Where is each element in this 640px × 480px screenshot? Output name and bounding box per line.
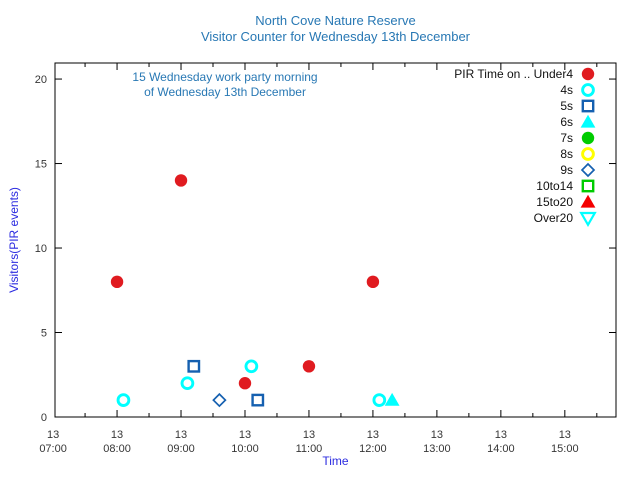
- x-tick-date: 13: [431, 429, 443, 441]
- legend-label-8s: 8s: [560, 147, 573, 161]
- x-tick-time: 07:00: [39, 443, 67, 455]
- legend-label-Under4: PIR Time on .. Under4: [454, 67, 573, 81]
- legend-marker-10to14: [581, 179, 595, 193]
- data-points: [110, 174, 400, 408]
- x-tick-time: 11:00: [296, 443, 323, 455]
- y-tick-label: 5: [41, 328, 47, 340]
- annotation-line1: 15 Wednesday work party morning: [132, 70, 318, 84]
- annotation-line2: of Wednesday 13th December: [144, 85, 306, 99]
- legend-marker-7s: [581, 131, 595, 145]
- x-tick-date: 13: [47, 429, 59, 441]
- plot-border: [54, 62, 617, 418]
- axis-ticks: [55, 63, 616, 418]
- point-6s: [384, 392, 400, 406]
- x-tick-date: 13: [239, 429, 251, 441]
- point-4s: [372, 393, 387, 407]
- point-4s: [244, 359, 259, 374]
- y-tick-label: 0: [41, 412, 47, 424]
- y-tick-label: 15: [35, 159, 47, 171]
- y-tick-label: 20: [35, 74, 47, 86]
- point-Under4: [238, 377, 252, 390]
- legend-label-15to20: 15to20: [536, 195, 573, 209]
- legend-label-4s: 4s: [560, 83, 573, 97]
- point-5s: [251, 393, 265, 407]
- x-axis-title: Time: [322, 454, 349, 468]
- x-tick-date: 13: [111, 429, 123, 441]
- plot-annotation: 15 Wednesday work party morning of Wedne…: [55, 70, 395, 100]
- point-Under4: [302, 360, 316, 373]
- chart-title-line1: North Cove Nature Reserve: [255, 13, 416, 28]
- legend-marker-8s: [581, 147, 595, 161]
- point-Under4: [366, 275, 380, 289]
- legend-label-7s: 7s: [560, 131, 573, 145]
- point-9s: [212, 392, 227, 408]
- chart-title: North Cove Nature Reserve Visitor Counte…: [55, 13, 616, 45]
- point-Under4: [174, 174, 188, 187]
- x-tick-labels: 13 07:00 13 08:00 13 09:00 13 10:00 13 11:00 13 12:…: [39, 429, 578, 455]
- chart-title-line2: Visitor Counter for Wednesday 13th Decem…: [200, 29, 471, 44]
- legend-label-6s: 6s: [560, 115, 573, 129]
- legend-marker-6s: [580, 114, 596, 128]
- legend-marker-15to20: [580, 194, 596, 208]
- legend-marker-5s: [581, 99, 595, 113]
- legend: PIR Time on .. Under4 4s 5s 6s 7s 8s 9s 10to14 1…: [454, 67, 597, 228]
- x-tick-time: 09:00: [167, 443, 195, 455]
- point-Under4: [110, 275, 124, 289]
- legend-label-9s: 9s: [560, 163, 573, 177]
- x-tick-time: 10:00: [231, 443, 259, 455]
- x-tick-time: 12:00: [359, 443, 387, 455]
- point-4s: [180, 376, 195, 391]
- x-tick-time: 14:00: [487, 443, 515, 455]
- point-5s: [187, 359, 201, 373]
- legend-label-Over20: Over20: [534, 211, 574, 225]
- x-tick-date: 13: [559, 429, 571, 441]
- legend-label-5s: 5s: [560, 99, 573, 113]
- point-4s: [116, 393, 131, 407]
- x-tick-date: 13: [303, 429, 315, 441]
- x-tick-time: 08:00: [103, 443, 131, 455]
- x-tick-date: 13: [495, 429, 507, 441]
- legend-marker-4s: [581, 83, 595, 97]
- x-tick-date: 13: [175, 429, 187, 441]
- x-tick-date: 13: [367, 429, 379, 441]
- y-tick-labels: 0 5 10 15 20: [35, 74, 47, 424]
- legend-label-10to14: 10to14: [536, 179, 573, 193]
- y-tick-label: 10: [35, 243, 47, 255]
- x-tick-time: 13:00: [423, 443, 451, 455]
- legend-marker-Under4: [581, 67, 595, 81]
- legend-marker-Over20: [579, 211, 597, 228]
- legend-marker-9s: [580, 162, 596, 178]
- x-tick-time: 15:00: [551, 443, 579, 455]
